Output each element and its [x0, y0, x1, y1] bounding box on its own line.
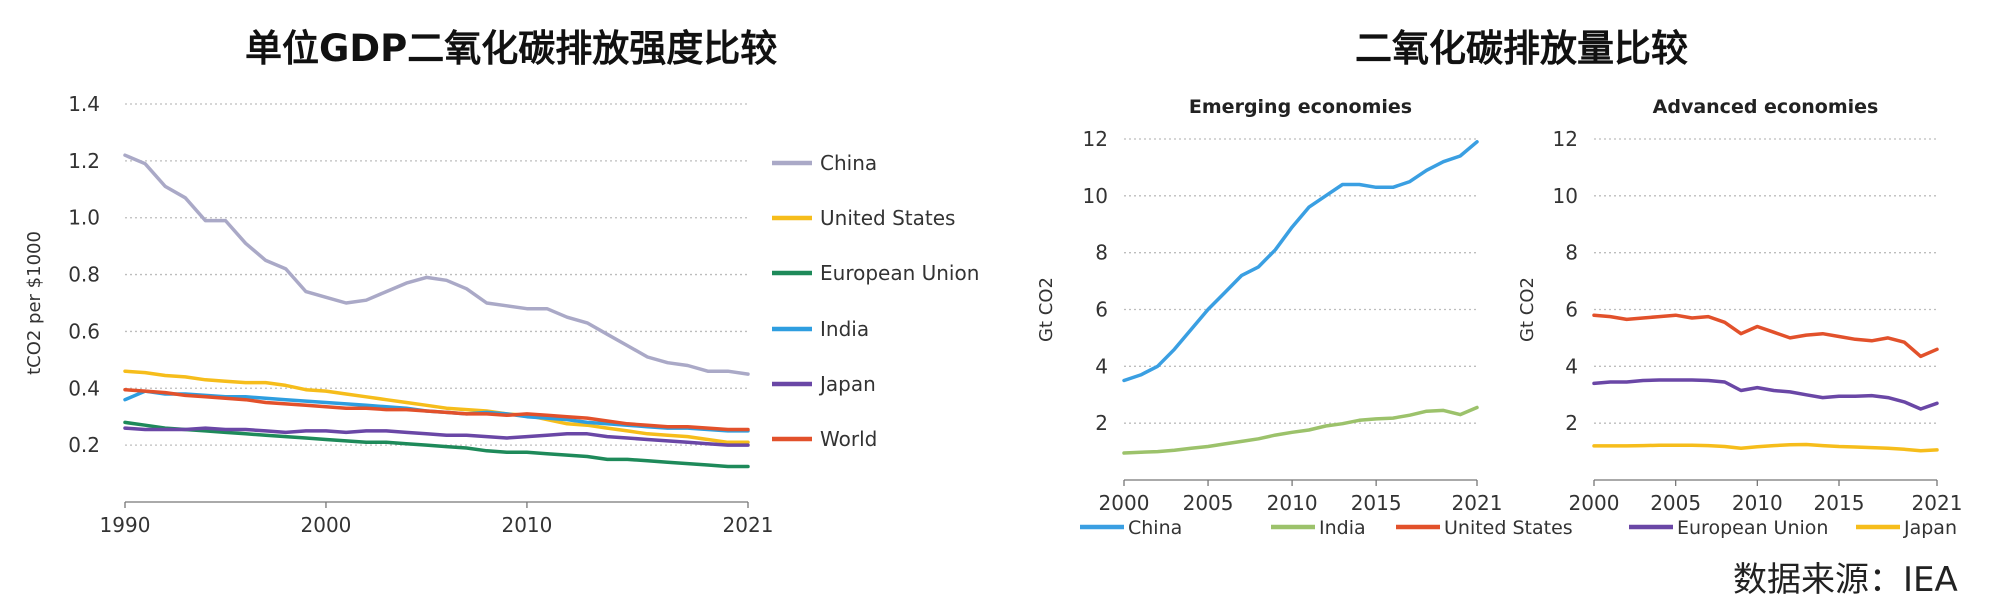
- left-legend-label: Japan: [818, 372, 876, 396]
- intensity-x-tick-label: 2021: [723, 513, 774, 537]
- intensity-x-tick-label: 2010: [501, 513, 552, 537]
- bottom-legend-label: European Union: [1677, 517, 1828, 539]
- right-chart-title: 二氧化碳排放量比较: [1355, 27, 1688, 70]
- intensity-y-tick-label: 1.4: [68, 92, 100, 116]
- intensity-y-tick-label: 1.0: [68, 206, 100, 230]
- intensity-x-tick-label: 2000: [301, 513, 352, 537]
- advanced-x-tick-label: 2005: [1650, 491, 1701, 515]
- intensity-x-tick-label: 1990: [100, 513, 151, 537]
- advanced-series-united-states: [1592, 313, 1939, 359]
- intensity-y-tick-label: 0.6: [68, 319, 100, 343]
- emerging-x-tick-label: 2021: [1452, 491, 1503, 515]
- intensity-y-tick-label: 1.2: [68, 149, 100, 173]
- left-legend-label: World: [820, 427, 877, 451]
- intensity-y-tick-label: 0.8: [68, 263, 100, 287]
- left-legend-label: India: [820, 317, 869, 341]
- emerging-x-tick-label: 2005: [1183, 491, 1234, 515]
- emerging-y-tick-label: 10: [1083, 184, 1108, 208]
- advanced-x-tick-label: 2010: [1732, 491, 1783, 515]
- advanced-series-japan: [1592, 442, 1939, 453]
- advanced-y-tick-label: 4: [1565, 354, 1578, 378]
- advanced-y-tick-label: 6: [1565, 298, 1578, 322]
- advanced-y-axis-label: Gt CO2: [1517, 277, 1538, 342]
- intensity-series-european-union: [123, 420, 750, 469]
- intensity-series-united-states: [123, 369, 750, 445]
- advanced-series-european-union: [1592, 378, 1939, 411]
- emerging-y-tick-label: 8: [1095, 241, 1108, 265]
- advanced-y-tick-label: 2: [1565, 411, 1578, 435]
- advanced-y-tick-label: 10: [1553, 184, 1578, 208]
- bottom-legend-label: United States: [1444, 517, 1573, 539]
- intensity-y-axis-label: tCO2 per $1000: [24, 231, 45, 375]
- emerging-y-tick-label: 12: [1083, 127, 1108, 151]
- emerging-x-tick-label: 2015: [1351, 491, 1402, 515]
- advanced-x-tick-label: 2021: [1912, 491, 1963, 515]
- advanced-y-tick-label: 12: [1553, 127, 1578, 151]
- bottom-legend-label: China: [1128, 517, 1182, 539]
- emerging-y-axis-label: Gt CO2: [1036, 277, 1057, 342]
- emerging-y-tick-label: 6: [1095, 298, 1108, 322]
- emerging-x-tick-label: 2000: [1099, 491, 1150, 515]
- emerging-series-china: [1122, 140, 1479, 383]
- advanced-subtitle: Advanced economies: [1653, 96, 1879, 118]
- emerging-series-india: [1122, 405, 1479, 455]
- intensity-series-world: [123, 387, 750, 432]
- advanced-x-tick-label: 2015: [1814, 491, 1865, 515]
- advanced-y-tick-label: 8: [1565, 241, 1578, 265]
- emerging-y-tick-label: 4: [1095, 354, 1108, 378]
- left-legend-label: China: [820, 151, 877, 175]
- bottom-legend-label: Japan: [1903, 517, 1957, 539]
- emerging-y-tick-label: 2: [1095, 411, 1108, 435]
- emerging-x-tick-label: 2010: [1267, 491, 1318, 515]
- intensity-series-japan: [123, 426, 750, 447]
- advanced-x-tick-label: 2000: [1569, 491, 1620, 515]
- emerging-subtitle: Emerging economies: [1189, 96, 1412, 118]
- intensity-series-china: [123, 153, 750, 376]
- bottom-legend-label: India: [1319, 517, 1366, 539]
- intensity-y-tick-label: 0.4: [68, 376, 100, 400]
- left-chart-title: 单位GDP二氧化碳排放强度比较: [245, 27, 778, 70]
- left-legend-label: United States: [820, 206, 955, 230]
- data-source-label: 数据来源：IEA: [1733, 560, 1958, 600]
- intensity-y-tick-label: 0.2: [68, 433, 100, 457]
- left-legend-label: European Union: [820, 261, 979, 285]
